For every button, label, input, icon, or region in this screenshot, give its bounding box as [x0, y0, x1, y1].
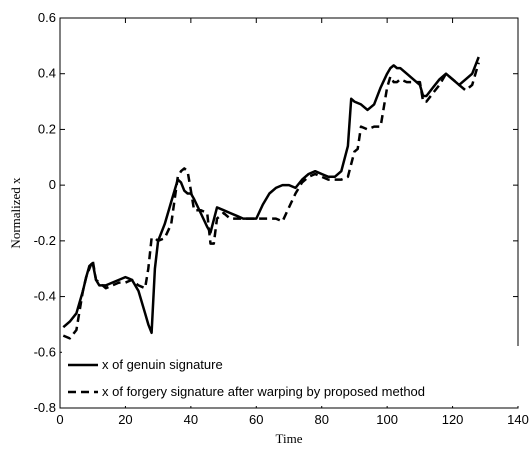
legend-label-genuine: x of genuin signature: [102, 357, 223, 372]
plot-area: [59, 17, 519, 409]
x-tick-label: 140: [507, 412, 529, 427]
x-tick-label: 80: [314, 412, 328, 427]
x-tick-label: 20: [118, 412, 132, 427]
y-tick-label: -0.4: [34, 289, 56, 304]
x-tick-label: 60: [249, 412, 263, 427]
y-tick-label: 0.2: [38, 121, 56, 136]
x-tick-label: 100: [376, 412, 398, 427]
series-line-forgery: [62, 62, 480, 340]
legend-label-forgery: x of forgery signature after warping by …: [102, 384, 425, 399]
x-tick-label: 40: [184, 412, 198, 427]
y-axis-label: Normalized x: [8, 177, 23, 249]
x-tick-label: 120: [442, 412, 464, 427]
y-tick-label: -0.6: [34, 344, 56, 359]
legend-box: [62, 346, 520, 406]
y-axis: -0.8 -0.6 -0.4 -0.2 0 0.2 0.4 0.6: [34, 10, 518, 415]
series-line-genuine: [62, 56, 480, 335]
y-tick-label: 0: [49, 177, 56, 192]
x-axis-label: Time: [276, 431, 303, 446]
y-tick-label: -0.8: [34, 400, 56, 415]
series-layer: [62, 56, 480, 340]
x-tick-label: 0: [56, 412, 63, 427]
y-tick-label: 0.6: [38, 10, 56, 25]
y-tick-label: -0.2: [34, 233, 56, 248]
legend: x of genuin signature x of forgery signa…: [62, 346, 520, 406]
x-axis: 0 20 40 60 80 100 120 140: [56, 18, 529, 427]
y-tick-label: 0.4: [38, 66, 56, 81]
